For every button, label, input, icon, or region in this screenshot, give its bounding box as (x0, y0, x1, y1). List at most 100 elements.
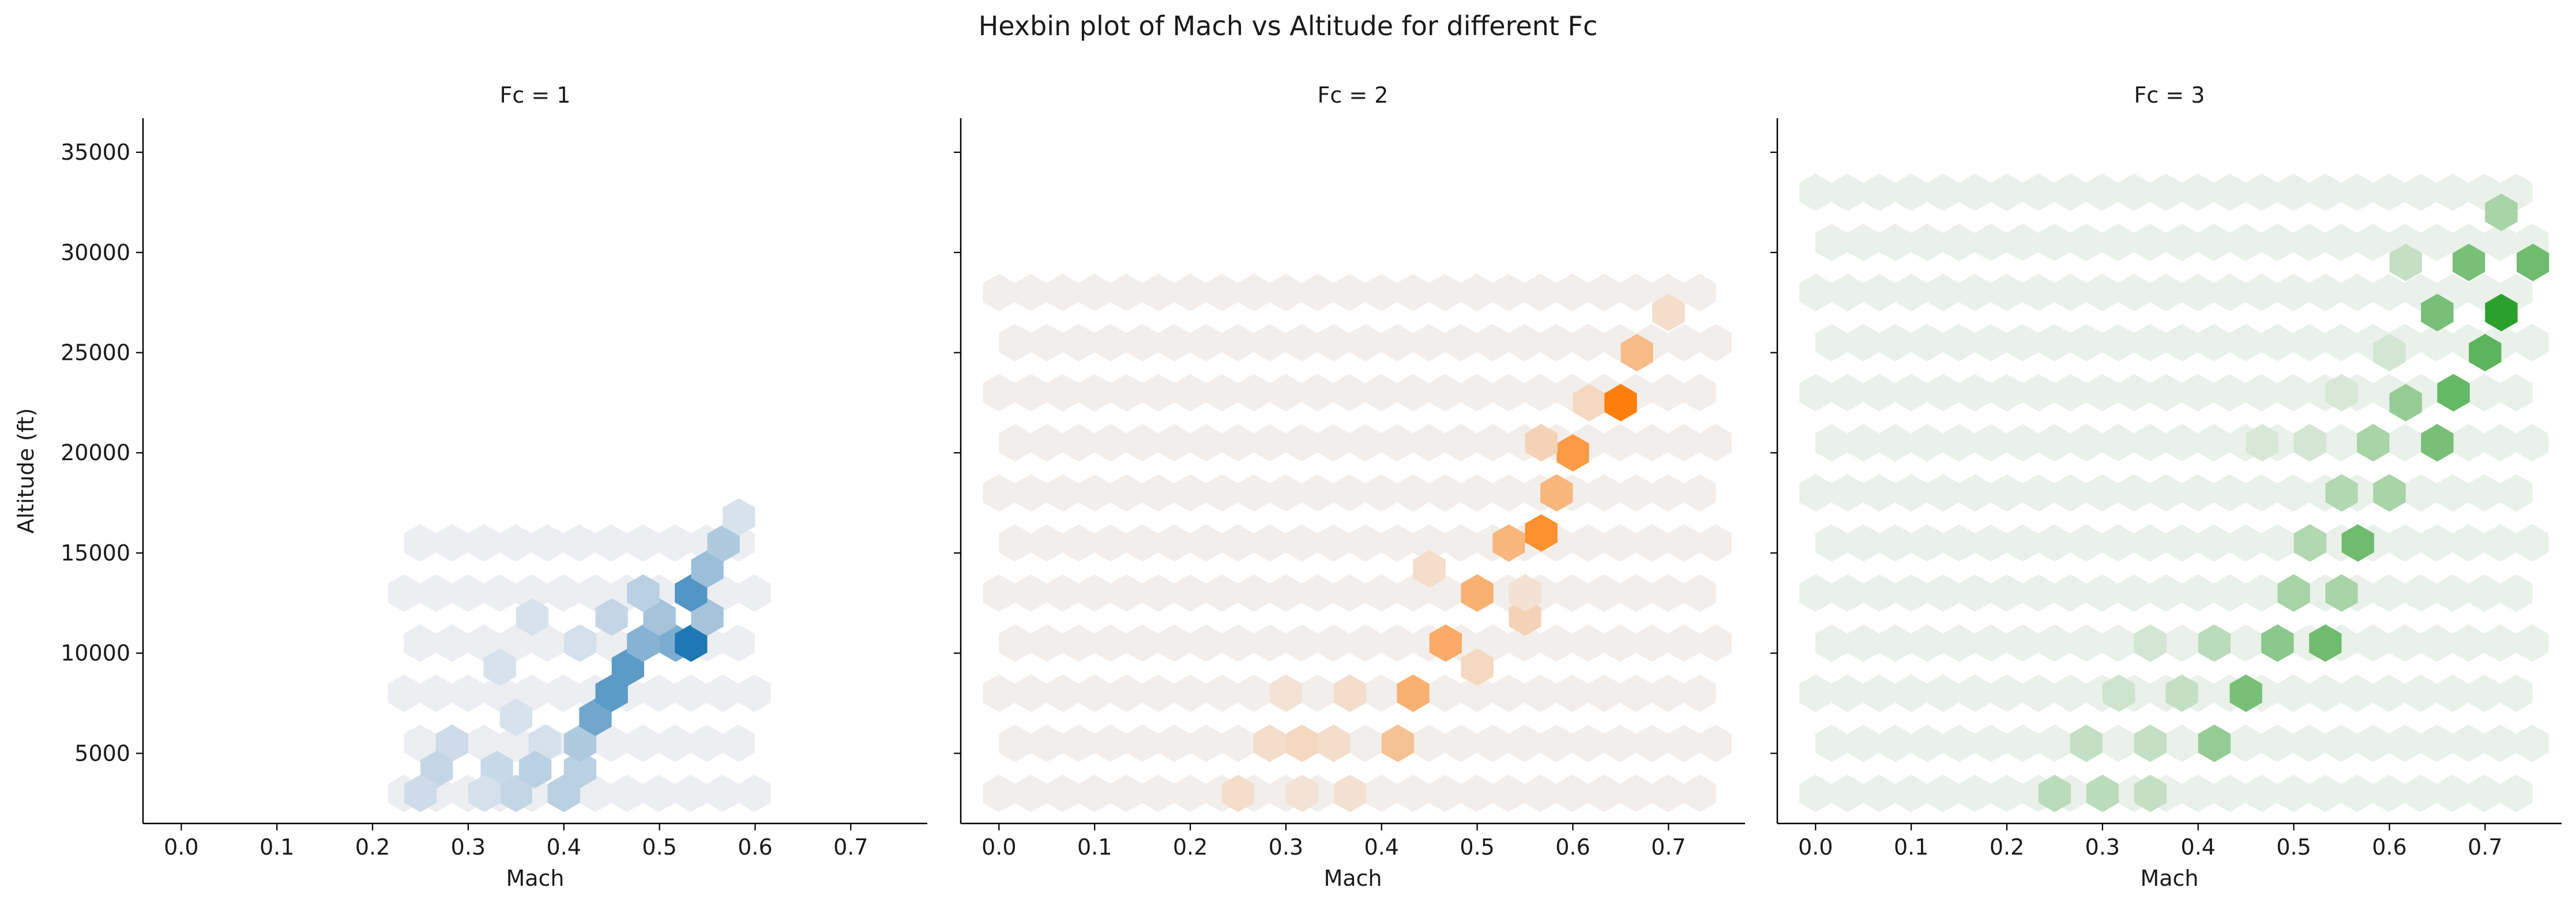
x-tick-label: 0.5 (642, 834, 676, 860)
x-axis-label: Mach (506, 866, 564, 891)
hex-bin (2165, 674, 2198, 712)
hex-bin-empty (1381, 624, 1413, 662)
hex-bin-empty (1364, 774, 1398, 813)
hex-bin (595, 598, 628, 636)
hex-bin-empty (1879, 223, 1912, 261)
hex-bin-empty (2245, 374, 2278, 412)
hex-bin-empty (1014, 774, 1047, 813)
hex-bin-empty (1927, 674, 1960, 712)
hex-bin-empty (1412, 324, 1446, 362)
hex-bin-empty (1942, 524, 1975, 562)
hex-bin-empty (2372, 174, 2405, 212)
x-tick-label: 0.4 (1364, 834, 1399, 860)
hex-bin (2261, 624, 2294, 662)
hex-bin-empty (2500, 774, 2533, 813)
hex-bin-empty (2070, 324, 2103, 362)
hex-bin-empty (998, 424, 1032, 462)
hex-bin-empty (1062, 524, 1095, 562)
hex-bin-empty (1492, 374, 1525, 412)
hex-bin (2134, 774, 2167, 813)
hex-bin (2246, 424, 2278, 462)
figure-title: Hexbin plot of Mach vs Altitude for diff… (978, 10, 1598, 42)
hex-bin-empty (1476, 424, 1509, 462)
hex-bin-empty (1317, 524, 1350, 562)
hex-bin-empty (2436, 474, 2469, 512)
hex-bin-empty (1445, 324, 1477, 362)
hex-bin-empty (690, 724, 723, 762)
hex-bin (2134, 724, 2167, 762)
hex-bin-empty (452, 674, 484, 712)
hex-bin-empty (1142, 474, 1175, 512)
hex-bin-empty (1190, 424, 1223, 462)
hex-bin-empty (1683, 674, 1716, 712)
hex-bin (691, 550, 724, 588)
x-tick-label: 0.7 (1651, 834, 1686, 860)
panel-title: Fc = 1 (500, 82, 571, 108)
hex-bin-empty (1958, 474, 1991, 512)
hex-bin-empty (1911, 424, 1943, 462)
hex-bin-empty (1847, 624, 1880, 662)
hex-bin-empty (1349, 424, 1382, 462)
hex-bin-empty (1428, 774, 1461, 813)
hex-bin-empty (1635, 624, 1668, 662)
hex-bin-empty (642, 674, 675, 712)
hex-bin-empty (1652, 374, 1684, 412)
hex-bin-empty (2006, 324, 2039, 362)
hex-bin-empty (2436, 774, 2469, 813)
hex-bin (1429, 624, 1462, 662)
hex-bin-empty (2229, 624, 2262, 662)
hex-bin-empty (1831, 174, 1864, 212)
hex-bin-empty (1190, 324, 1223, 362)
hex-bin-empty (2101, 324, 2135, 362)
hex-bin-empty (1990, 574, 2023, 612)
hex-bin (2198, 724, 2231, 762)
hex-bin (1620, 334, 1653, 371)
hex-bin-empty (2070, 223, 2103, 261)
hex-bin-empty (2165, 624, 2198, 662)
hex-bin-empty (1445, 724, 1477, 762)
hex-bin-empty (1110, 774, 1143, 813)
hex-bin-empty (1942, 724, 1975, 762)
x-axis-label: Mach (2140, 866, 2198, 891)
hex-bin (627, 574, 660, 612)
hex-bin-empty (435, 524, 468, 562)
hex-bin-empty (2308, 174, 2342, 212)
hex-bin (1573, 383, 1605, 422)
hex-bin-empty (1157, 524, 1191, 562)
hex-bin-empty (1476, 724, 1509, 762)
hex-bin-empty (1142, 774, 1175, 813)
hex-bin-empty (1317, 424, 1350, 462)
hex-bin-empty (1301, 674, 1334, 712)
hex-bin-empty (983, 474, 1016, 512)
hex-bin-empty (1847, 223, 1880, 261)
hex-bin-empty (1174, 774, 1206, 813)
hex-bin-empty (1799, 574, 1832, 612)
hex-bin-empty (2181, 474, 2214, 512)
hex-bin-empty (1110, 674, 1143, 712)
hex-bin-empty (2420, 223, 2453, 261)
x-tick-label: 0.2 (1173, 834, 1208, 860)
hex-bin-empty (2070, 424, 2103, 462)
hex-bin-empty (1958, 774, 1991, 813)
hex-bin-empty (1014, 374, 1047, 412)
hex-bin-empty (435, 624, 468, 662)
hex-bin-empty (2006, 424, 2039, 462)
hex-bin-empty (1412, 424, 1446, 462)
hex-bin (1509, 574, 1541, 612)
hex-bin-empty (1571, 624, 1605, 662)
hex-bin-empty (2341, 674, 2374, 712)
hex-bin-empty (2229, 223, 2262, 261)
hex-bin-empty (1460, 273, 1493, 311)
hex-bin-empty (1911, 223, 1943, 261)
hex-bin-empty (1683, 774, 1716, 813)
hex-bin-empty (2468, 674, 2501, 712)
hex-bin-empty (1492, 273, 1525, 311)
hex-bin-empty (2484, 724, 2517, 762)
hex-bin-empty (2500, 374, 2533, 412)
hex-bin-empty (1588, 474, 1620, 512)
hex-bin-empty (1894, 374, 1928, 412)
hex-bin-empty (722, 724, 755, 762)
hex-bin-empty (2149, 574, 2182, 612)
hex-bin-empty (1863, 273, 1896, 311)
